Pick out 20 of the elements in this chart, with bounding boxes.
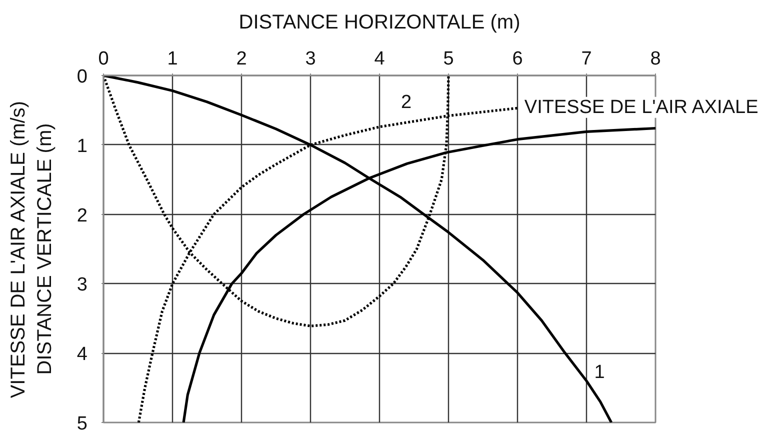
x-tick-label: 2 (236, 48, 247, 70)
x-tick-label: 8 (650, 48, 661, 70)
y-tick-label: 1 (76, 136, 88, 157)
y-tick-label: 3 (76, 274, 88, 296)
x-tick-label: 5 (443, 48, 454, 70)
x-tick-label: 6 (512, 48, 523, 70)
annotation: 2 (401, 92, 412, 114)
y-tick-label: 0 (76, 66, 88, 88)
x-tick-label: 1 (167, 48, 178, 70)
x-axis-title: DISTANCE HORIZONTALE (m) (238, 12, 520, 34)
y-tick-label: 4 (76, 344, 88, 366)
x-tick-label: 0 (98, 48, 109, 70)
y-axis-title: VITESSE DE L'AIR AXIALE (m/s) DISTANCE VERTICALE (m) (8, 100, 56, 398)
annotation: VITESSE DE L'AIR AXIALE (524, 96, 758, 118)
y-tick-label: 5 (76, 414, 88, 434)
y-tick-label: 2 (76, 205, 88, 226)
annotation: 1 (594, 362, 605, 384)
x-tick-label: 4 (374, 48, 386, 70)
x-tick-label: 3 (305, 48, 316, 70)
x-tick-label: 7 (581, 48, 592, 70)
